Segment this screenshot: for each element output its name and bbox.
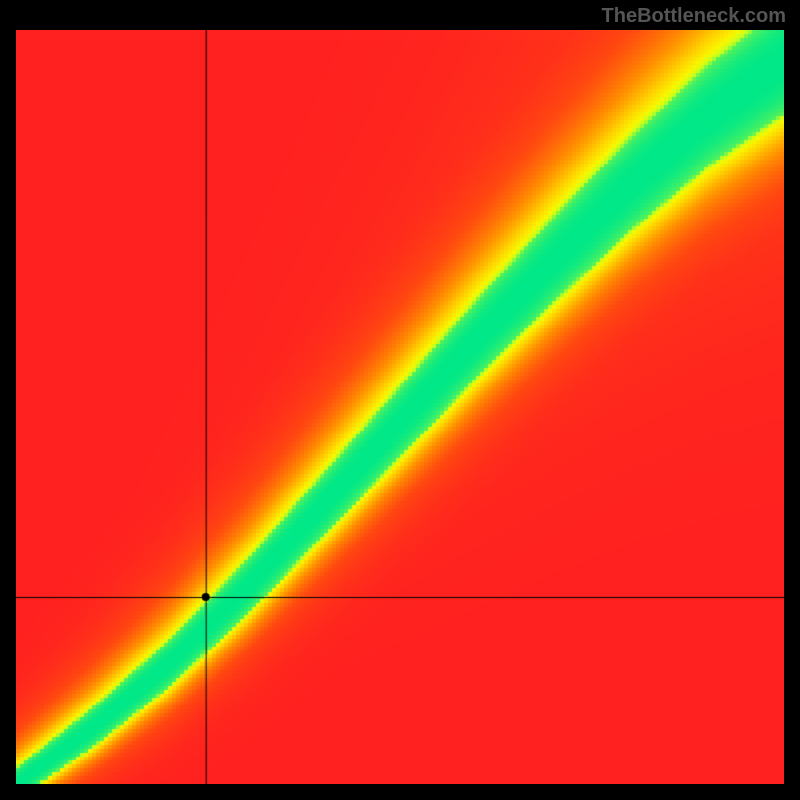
chart-container: TheBottleneck.com — [0, 0, 800, 800]
watermark-text: TheBottleneck.com — [602, 5, 786, 28]
bottleneck-heatmap — [16, 30, 784, 784]
